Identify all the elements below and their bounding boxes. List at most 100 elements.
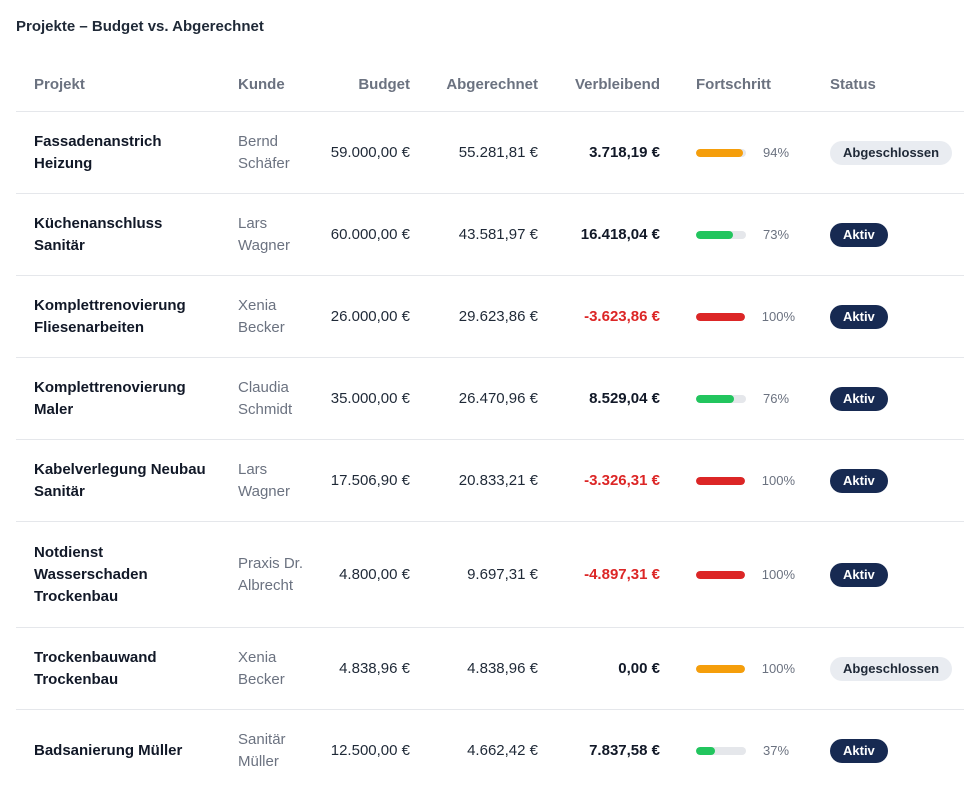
budget-cell: 26.000,00 € xyxy=(316,275,410,358)
project-name[interactable]: Badsanierung Müller xyxy=(34,741,183,759)
progress-percent: 94% xyxy=(763,144,790,160)
status-cell: Aktiv xyxy=(795,439,964,522)
status-cell: Aktiv xyxy=(795,521,964,628)
remaining-cell: -3.326,31 € xyxy=(538,439,660,522)
progress-cell: 73% xyxy=(660,193,795,276)
progress-percent: 100% xyxy=(761,472,795,488)
client-cell: Claudia Schmidt xyxy=(220,357,316,440)
client-name: Claudia Schmidt xyxy=(238,378,293,418)
table-row[interactable]: Fassadenanstrich Heizung Bernd Schäfer 59.… xyxy=(16,111,964,194)
progress-bar-fill xyxy=(696,476,745,485)
progress-cell: 100% xyxy=(660,521,795,628)
project-name[interactable]: Kabelverlegung Neubau Sanitär xyxy=(34,460,206,500)
progress-indicator: 76% xyxy=(696,388,795,410)
project-name[interactable]: Notdienst Wasserschaden Trockenbau xyxy=(34,543,148,605)
remaining-value: -3.623,86 € xyxy=(584,307,660,325)
billed-value: 20.833,21 € xyxy=(458,471,538,489)
project-name[interactable]: Komplettrenovierung Maler xyxy=(34,378,186,418)
progress-bar-fill xyxy=(696,394,734,403)
billed-cell: 9.697,31 € xyxy=(410,521,538,628)
table-row[interactable]: Küchenanschluss Sanitär Lars Wagner 60.000… xyxy=(16,193,964,276)
column-header-projekt[interactable]: Projekt xyxy=(16,58,220,112)
table-row[interactable]: Trockenbauwand Trockenbau Xenia Becker 4.8… xyxy=(16,627,964,710)
remaining-value: 0,00 € xyxy=(618,659,660,677)
progress-bar-track xyxy=(696,148,746,157)
status-badge: Aktiv xyxy=(830,738,888,763)
project-name[interactable]: Komplettrenovierung Fliesenarbeiten xyxy=(34,296,186,336)
budget-cell: 35.000,00 € xyxy=(316,357,410,440)
column-header-abgerechnet[interactable]: Abgerechnet xyxy=(410,58,538,112)
budget-cell: 59.000,00 € xyxy=(316,111,410,194)
budget-value: 60.000,00 € xyxy=(330,225,410,243)
client-cell: Praxis Dr. Albrecht xyxy=(220,521,316,628)
project-name[interactable]: Trockenbauwand Trockenbau xyxy=(34,648,157,688)
client-name: Bernd Schäfer xyxy=(238,132,290,172)
progress-bar-track xyxy=(696,664,745,673)
status-badge: Aktiv xyxy=(830,304,888,329)
column-header-budget[interactable]: Budget xyxy=(316,58,410,112)
column-header-kunde[interactable]: Kunde xyxy=(220,58,316,112)
progress-cell: 100% xyxy=(660,627,795,710)
project-cell: Kabelverlegung Neubau Sanitär xyxy=(16,439,220,522)
progress-bar-track xyxy=(696,746,746,755)
progress-percent: 73% xyxy=(763,226,790,242)
status-cell: Abgeschlossen xyxy=(795,111,964,194)
progress-cell: 76% xyxy=(660,357,795,440)
project-name[interactable]: Küchenanschluss Sanitär xyxy=(34,214,163,254)
remaining-value: -3.326,31 € xyxy=(584,471,660,489)
table-row[interactable]: Kabelverlegung Neubau Sanitär Lars Wagner… xyxy=(16,439,964,522)
progress-indicator: 73% xyxy=(696,224,795,246)
progress-percent: 100% xyxy=(761,660,795,676)
remaining-cell: 7.837,58 € xyxy=(538,710,660,792)
client-name: Lars Wagner xyxy=(238,460,290,500)
table-row[interactable]: Komplettrenovierung Maler Claudia Schmidt… xyxy=(16,357,964,440)
project-name[interactable]: Fassadenanstrich Heizung xyxy=(34,132,162,172)
status-cell: Aktiv xyxy=(795,193,964,276)
billed-value: 26.470,96 € xyxy=(458,389,538,407)
progress-bar-track xyxy=(696,312,745,321)
status-cell: Aktiv xyxy=(795,710,964,792)
column-header-verbleibend[interactable]: Verbleibend xyxy=(538,58,660,112)
remaining-cell: 16.418,04 € xyxy=(538,193,660,276)
billed-value: 55.281,81 € xyxy=(458,143,538,161)
budget-cell: 60.000,00 € xyxy=(316,193,410,276)
progress-bar-fill xyxy=(696,230,733,239)
table-row[interactable]: Komplettrenovierung Fliesenarbeiten Xenia… xyxy=(16,275,964,358)
billed-cell: 29.623,86 € xyxy=(410,275,538,358)
billed-cell: 20.833,21 € xyxy=(410,439,538,522)
remaining-cell: -4.897,31 € xyxy=(538,521,660,628)
progress-cell: 100% xyxy=(660,439,795,522)
remaining-cell: -3.623,86 € xyxy=(538,275,660,358)
client-cell: Xenia Becker xyxy=(220,627,316,710)
progress-percent: 76% xyxy=(763,390,790,406)
column-header-fortschritt[interactable]: Fortschritt xyxy=(660,58,795,112)
progress-indicator: 100% xyxy=(696,306,795,328)
budget-cell: 4.800,00 € xyxy=(316,521,410,628)
project-cell: Trockenbauwand Trockenbau xyxy=(16,627,220,710)
remaining-cell: 8.529,04 € xyxy=(538,357,660,440)
table-header-row: Projekt Kunde Budget Abgerechnet Verblei… xyxy=(16,58,964,112)
progress-indicator: 100% xyxy=(696,564,795,586)
billed-value: 4.662,42 € xyxy=(467,741,538,759)
billed-cell: 26.470,96 € xyxy=(410,357,538,440)
billed-value: 43.581,97 € xyxy=(458,225,538,243)
status-cell: Abgeschlossen xyxy=(795,627,964,710)
budget-value: 26.000,00 € xyxy=(330,307,410,325)
remaining-value: -4.897,31 € xyxy=(584,565,660,583)
progress-bar-track xyxy=(696,476,745,485)
table-row[interactable]: Badsanierung Müller Sanitär Müller 12.500,… xyxy=(16,710,964,792)
column-header-status[interactable]: Status xyxy=(795,58,964,112)
progress-cell: 94% xyxy=(660,111,795,194)
project-cell: Fassadenanstrich Heizung xyxy=(16,111,220,194)
project-cell: Notdienst Wasserschaden Trockenbau xyxy=(16,521,220,628)
client-name: Xenia Becker xyxy=(238,296,285,336)
client-cell: Xenia Becker xyxy=(220,275,316,358)
client-name: Praxis Dr. Albrecht xyxy=(238,554,304,594)
progress-cell: 37% xyxy=(660,710,795,792)
remaining-cell: 3.718,19 € xyxy=(538,111,660,194)
progress-percent: 37% xyxy=(763,742,790,758)
budget-cell: 17.506,90 € xyxy=(316,439,410,522)
table-row[interactable]: Notdienst Wasserschaden Trockenbau Praxis… xyxy=(16,521,964,628)
budget-cell: 4.838,96 € xyxy=(316,627,410,710)
client-cell: Lars Wagner xyxy=(220,193,316,276)
